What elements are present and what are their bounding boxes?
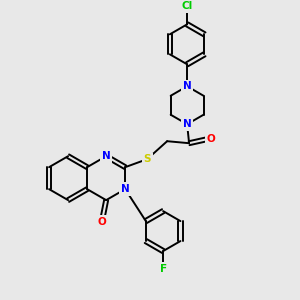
Text: N: N [102, 151, 110, 161]
Text: O: O [98, 217, 106, 227]
Text: N: N [183, 81, 191, 91]
Text: O: O [207, 134, 215, 144]
Text: N: N [121, 184, 130, 194]
Text: S: S [143, 154, 151, 164]
Text: F: F [160, 264, 167, 274]
Text: N: N [183, 119, 191, 129]
Text: Cl: Cl [182, 2, 193, 11]
